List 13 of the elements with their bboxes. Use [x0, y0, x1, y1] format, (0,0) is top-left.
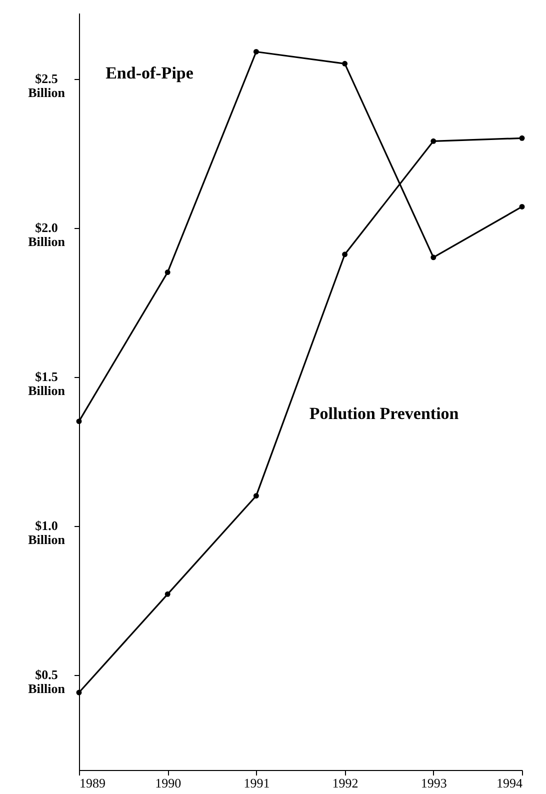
- y-tick-label: $2.5 Billion: [28, 71, 66, 100]
- series-label: Pollution Prevention: [309, 404, 460, 424]
- y-tick-label: $1.5 Billion: [28, 369, 66, 398]
- x-tick-label: 1989: [80, 776, 106, 790]
- x-tick-label: 1993: [420, 776, 447, 790]
- x-tick-label: 1990: [155, 776, 182, 790]
- y-tick-label: $2.0 Billion: [28, 220, 66, 250]
- x-tick-label: 1991: [244, 776, 270, 790]
- y-tick-label: $0.5 Billion: [28, 667, 66, 696]
- y-tick-label: $1.0 Billion: [28, 518, 66, 548]
- text: End-of-Pipe: [106, 64, 194, 83]
- x-tick-label: 1992: [332, 776, 358, 790]
- x-tick-label: 1994: [496, 776, 523, 790]
